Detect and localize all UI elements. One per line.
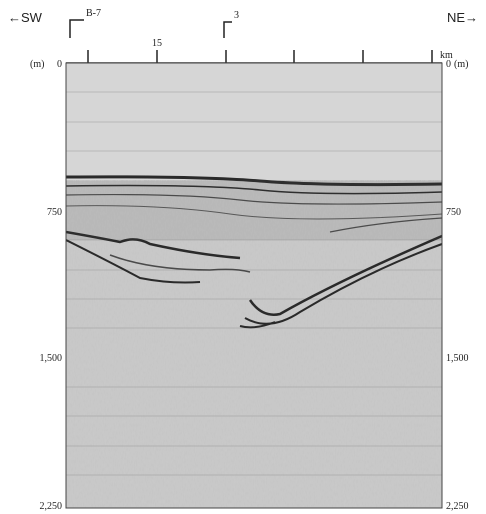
marker-b7: [69, 19, 84, 38]
marker-b7-label: B-7: [86, 8, 101, 19]
right-tick-label: 2,250: [446, 501, 469, 512]
marker-3: [223, 21, 232, 38]
km-unit: km: [440, 50, 453, 61]
right-axis-unit: (m): [454, 59, 468, 70]
km-tick-label: 15: [152, 38, 162, 49]
left-tick-label: 2,250: [40, 501, 63, 512]
direction-sw: ←SW: [8, 10, 43, 25]
right-tick-label: 1,500: [446, 353, 469, 364]
right-tick-label: 750: [446, 207, 461, 218]
left-tick-label: 750: [47, 207, 62, 218]
left-tick-label: 1,500: [40, 353, 63, 364]
plot-frame: [65, 62, 443, 509]
right-tick-label: 0: [446, 59, 451, 70]
direction-ne: NE→: [447, 10, 478, 25]
marker-3-label: 3: [234, 10, 239, 21]
left-axis-unit: (m): [30, 59, 44, 70]
seismic-section: [66, 63, 442, 508]
top-axis: [66, 50, 442, 64]
left-tick-label: 0: [57, 59, 62, 70]
